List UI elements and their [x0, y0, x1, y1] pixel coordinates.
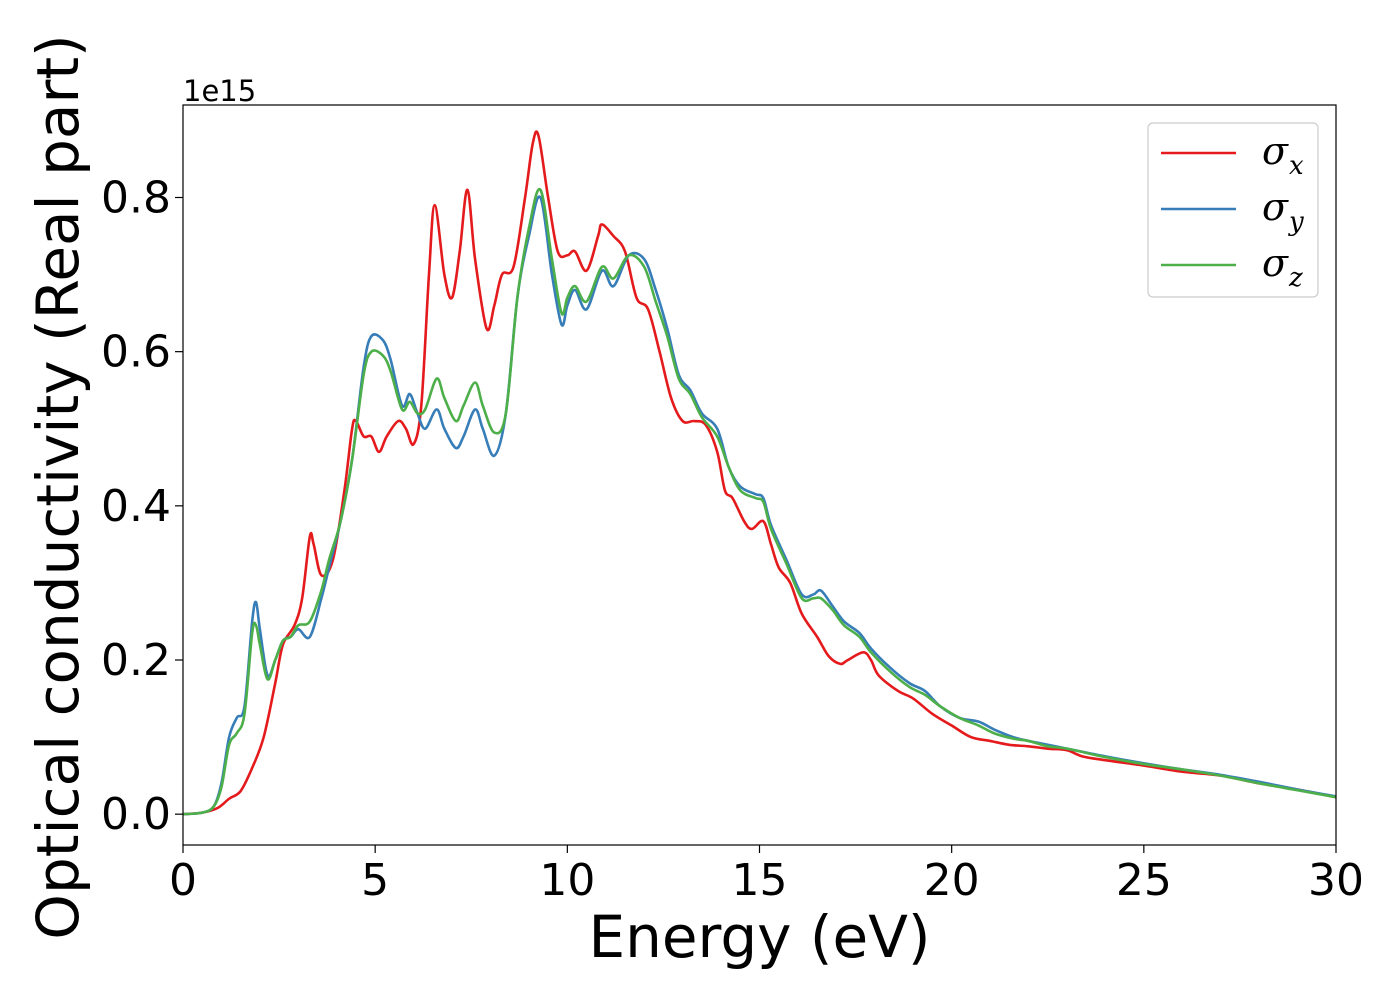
plot-frame [182, 104, 1337, 846]
y-axis-ticks: 0.0 0.2 0.4 0.6 0.8 [101, 173, 183, 840]
legend-label-x: σx [1262, 129, 1304, 181]
legend-label-y: σy [1262, 185, 1304, 237]
y-tick-label: 0.2 [101, 635, 171, 686]
y-offset-label: 1e15 [183, 74, 256, 108]
x-tick-label: 10 [539, 855, 595, 906]
x-tick-label: 0 [169, 855, 197, 906]
x-tick-label: 30 [1308, 855, 1364, 906]
x-tick-label: 25 [1116, 855, 1172, 906]
series-lines [182, 130, 1337, 816]
x-axis-label: Energy (eV) [588, 903, 930, 971]
x-tick-label: 5 [361, 855, 389, 906]
y-axis-label: Optical conductivity (Real part) [24, 34, 92, 939]
y-tick-label: 0.0 [101, 789, 171, 840]
x-tick-label: 15 [732, 855, 788, 906]
series-line-z [182, 187, 1337, 816]
y-tick-label: 0.8 [101, 173, 171, 224]
x-tick-label: 20 [924, 855, 980, 906]
x-axis-ticks: 0 5 10 15 20 25 30 [169, 845, 1364, 906]
series-line-x [182, 130, 1337, 816]
y-tick-label: 0.4 [101, 481, 171, 532]
y-tick-label: 0.6 [101, 327, 171, 378]
